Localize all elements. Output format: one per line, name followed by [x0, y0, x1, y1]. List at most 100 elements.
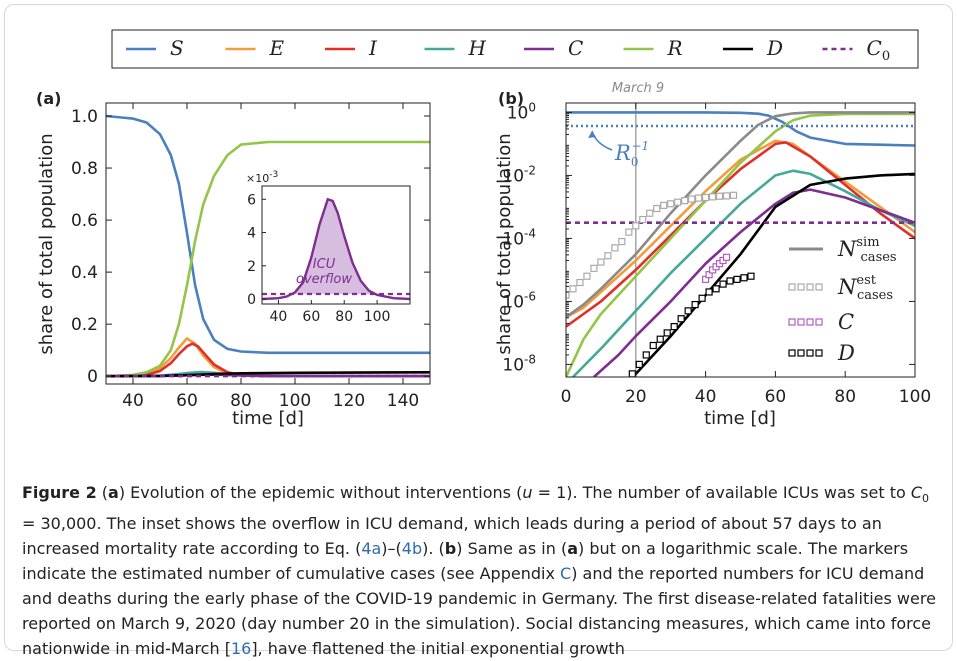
panel-b-xtick-label: 60	[765, 387, 787, 407]
panel-b-marker-D	[691, 300, 699, 309]
panel-b-marker-N_cases^est	[688, 195, 696, 203]
marker-legend-square	[788, 349, 796, 357]
panel-a-xlabel: time [d]	[232, 408, 304, 429]
panel-b-marker-N_cases^est	[708, 193, 717, 201]
panel-a-ytick-label: 0.6	[71, 211, 98, 231]
panel-a-xtick-label: 80	[230, 391, 252, 411]
legend-label-I: I	[368, 36, 378, 60]
marker-legend-square	[797, 318, 805, 326]
panel-b-marker-N_cases^est	[576, 278, 584, 287]
panel-a-ytick-label: 0.2	[71, 315, 98, 335]
panel-a-xtick-label: 60	[176, 391, 198, 411]
inset-xtick-label: 40	[270, 309, 288, 325]
panel-b-marker-D	[656, 335, 664, 343]
caption-text-4: = 30,000. The inset shows the overflow i…	[22, 514, 882, 559]
inset-xtick-label: 60	[302, 309, 320, 325]
panel-b-marker-D	[684, 307, 692, 315]
panel-a-ytick-label: 0	[87, 367, 98, 387]
panel-b-marker-N_cases^est	[660, 201, 668, 209]
panel-b-xtick-label: 100	[899, 387, 931, 407]
panel-b-marker-N_cases^est	[590, 264, 598, 272]
panel-b-marker-N_cases^est	[667, 200, 675, 208]
panel-b-marker-D	[635, 360, 643, 369]
panel-b-marker-N_cases^est	[611, 244, 619, 252]
march-9-label: March 9	[612, 81, 664, 96]
panel-b-marker-N_cases^est	[674, 198, 682, 206]
panel-b-series-D	[631, 172, 915, 377]
inset-overflow-area	[262, 199, 410, 295]
caption-u: u	[522, 483, 533, 502]
inset-ytick-label: 0	[247, 292, 256, 308]
panel-a-series-R	[105, 140, 430, 378]
panel-b-marker-N_cases^est	[646, 209, 654, 217]
panel-b-series-E	[566, 139, 915, 319]
panel-b-marker-N_cases^est	[701, 193, 710, 202]
panel-b-marker-D	[663, 329, 671, 337]
marker-legend-square	[788, 318, 796, 326]
panel-b-ytick-label: 10-8	[502, 352, 536, 375]
legend-label-H: H	[468, 36, 487, 60]
r0-label: R0−1	[614, 139, 649, 169]
caption-b: b	[444, 539, 457, 559]
caption-figure-label: Figure 2	[22, 483, 97, 502]
figure-frame	[4, 4, 953, 651]
panel-b-series-C	[593, 188, 915, 377]
panel-b-series-S	[566, 111, 915, 147]
panel-b-marker-D	[726, 277, 734, 285]
marker-legend-label-1: Nest cases	[837, 273, 893, 303]
panel-b-series-group	[566, 111, 915, 377]
panel-b-tag: (b)	[498, 89, 524, 108]
inset-xtick-label: 80	[335, 309, 353, 325]
panel-b-series-H	[572, 169, 915, 377]
caption-text-10: ], have flattened the initial exponentia…	[251, 639, 625, 659]
panel-b-marker-D	[628, 370, 636, 377]
panel-b-marker-D	[740, 274, 748, 282]
panel-b-marker-N_cases^est	[604, 252, 612, 260]
caption-ref-4b[interactable]: 4b	[401, 539, 423, 559]
panel-a-series-S	[105, 114, 430, 355]
caption-text-2: ) Evolution of the epidemic without inte…	[118, 483, 523, 502]
panel-b-marker-D	[712, 285, 720, 293]
panel-b-marker-D	[733, 275, 741, 283]
panel-b-marker-N_cases^est	[722, 192, 731, 200]
panel-a-ylabel: share of total population	[36, 133, 57, 354]
panel-a-frame	[105, 102, 431, 385]
panel-a-xtick-label: 100	[279, 391, 311, 411]
panel-a-ytick-label: 0.4	[71, 263, 98, 283]
legend-label-C: C	[568, 36, 583, 60]
panel-b-marker-D	[642, 351, 650, 359]
panel-a-ytick-label: 1.0	[71, 107, 98, 127]
caption-ref-16[interactable]: 16	[230, 639, 252, 659]
panel-b-xtick-label: 20	[625, 387, 647, 407]
caption-text-7: ) Same as in (	[456, 539, 568, 559]
legend-label-D: D	[766, 36, 783, 60]
panel-b-marker-N_cases^est	[695, 194, 703, 202]
inset-label-icu: ICU	[313, 257, 336, 272]
legend-label-S: S	[170, 36, 184, 60]
marker-legend-label-0: Nsim cases	[837, 235, 897, 265]
panel-b-ylabel: share of total population	[494, 133, 515, 354]
marker-legend-label-3: D	[837, 341, 855, 365]
marker-legend-label-2: C	[838, 310, 854, 334]
caption-text-5: )–(	[381, 539, 402, 559]
panel-b-marker-N_cases^est	[583, 272, 591, 280]
caption-text-9: ) and the reported numbers for ICU deman…	[22, 564, 936, 659]
panel-b-marker-N_cases^est	[715, 192, 724, 200]
caption-ref-appendix-c[interactable]: C	[560, 564, 572, 584]
panel-b-ytick-label: 100	[507, 100, 536, 123]
panel-b-series-N_cases^sim	[566, 111, 915, 319]
caption-text-8: ) but on a logarithmic scale. The marker…	[22, 539, 909, 584]
panel-b-marker-D	[747, 272, 755, 280]
panel-b-marker-D	[705, 288, 713, 296]
r0-arrow	[591, 130, 613, 151]
panel-b-marker-D	[719, 280, 727, 288]
panel-b-marker-N_cases^est	[625, 228, 633, 236]
marker-legend-square	[806, 283, 814, 291]
panel-b-marker-N_cases^est	[597, 258, 605, 266]
caption-ref-4a[interactable]: 4a	[361, 539, 382, 559]
caption-text-1: (	[96, 483, 109, 502]
inset-xtick-label: 100	[364, 309, 391, 325]
caption-c0: C	[910, 483, 923, 502]
marker-legend-square	[797, 283, 805, 291]
